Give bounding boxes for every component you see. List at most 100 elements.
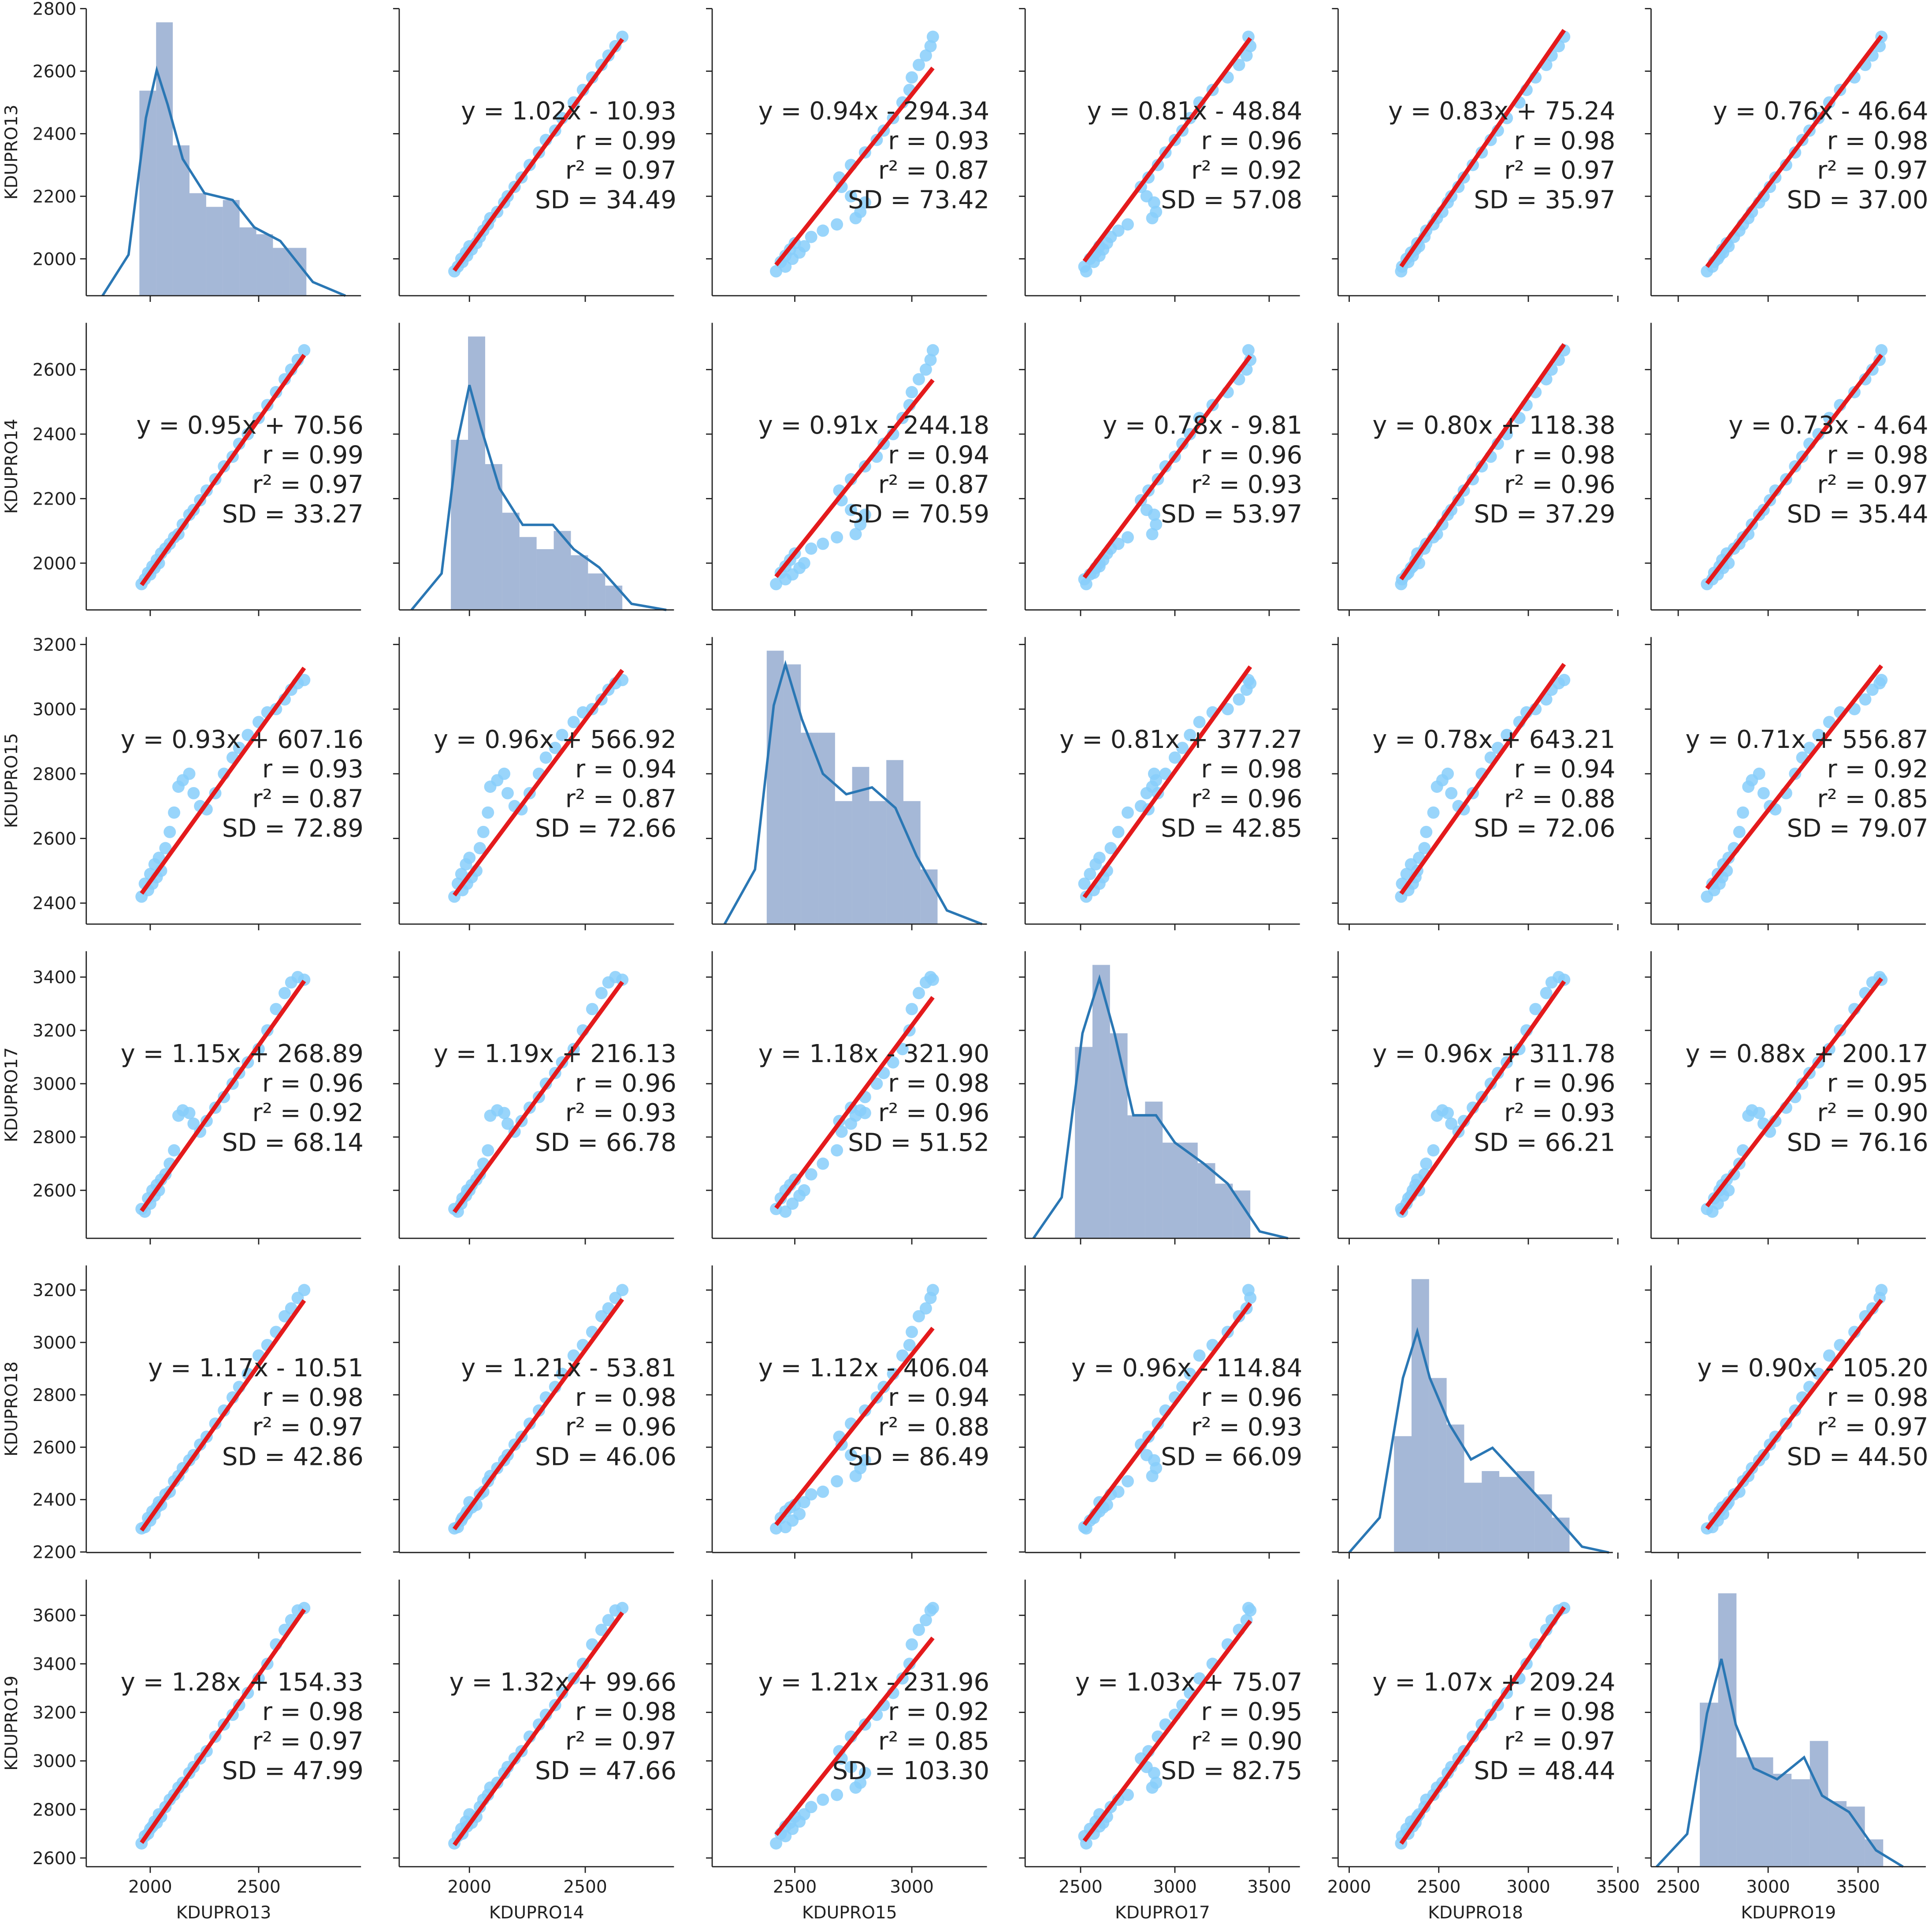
scatter-point [1150, 518, 1163, 531]
hist-bar [1215, 1183, 1233, 1238]
scatter-point [831, 1475, 843, 1488]
scatter-point [906, 71, 918, 84]
fit-annotation: y = 1.12x - 406.04 [758, 1354, 989, 1382]
regression-line [1399, 980, 1566, 1216]
hist-bar [903, 801, 921, 924]
scatter-point [163, 825, 176, 838]
scatter-point [539, 751, 552, 764]
scatter-point [844, 1117, 857, 1130]
fit-annotation: SD = 42.85 [1161, 814, 1302, 843]
scatter-point [1084, 868, 1096, 881]
fit-annotation: r² = 0.97 [1817, 1413, 1928, 1442]
y-tick-label: 2200 [33, 1543, 77, 1563]
scatter-point [298, 1284, 311, 1297]
hist-bar [139, 90, 156, 296]
fit-annotation: SD = 66.78 [535, 1128, 676, 1157]
fit-annotation: SD = 37.29 [1474, 500, 1615, 528]
kde-line [101, 65, 346, 297]
fit-annotation: r = 0.92 [1827, 755, 1928, 784]
fit-annotation: r² = 0.97 [253, 470, 364, 499]
fit-annotation: r = 0.95 [1827, 1069, 1928, 1098]
scatter-point [1540, 987, 1553, 1000]
scatter-point [1093, 851, 1106, 864]
fit-annotation: r² = 0.97 [565, 1727, 676, 1756]
scatter-point [1875, 344, 1888, 357]
scatter-point [926, 1284, 939, 1297]
scatter-point [817, 1157, 829, 1170]
hist-bar [1145, 1101, 1163, 1238]
scatter-point [1722, 1184, 1735, 1197]
fit-annotation: y = 0.93x + 607.16 [121, 725, 364, 754]
scatter-point [498, 767, 511, 780]
scatter-point [849, 528, 862, 540]
regression-line [1082, 354, 1252, 579]
regression-line [774, 379, 935, 578]
fit-annotation: r² = 0.87 [878, 470, 989, 499]
fit-annotation: r² = 0.90 [1191, 1727, 1302, 1756]
scatter-point [1104, 842, 1117, 855]
fit-annotation: r = 0.96 [1201, 441, 1302, 469]
fit-annotation: SD = 66.21 [1474, 1128, 1615, 1157]
x-tick-label: 3000 [1506, 1877, 1550, 1897]
hist-bar [156, 22, 173, 296]
scatter-point [831, 1788, 843, 1801]
y-tick-label: 2400 [33, 124, 77, 144]
scatter-point [1242, 1284, 1255, 1297]
scatter-point [1823, 1349, 1835, 1362]
fit-annotation: r² = 0.96 [565, 1413, 676, 1442]
fit-annotation: r = 0.98 [1514, 1698, 1616, 1726]
fit-annotation: r = 0.99 [262, 441, 364, 469]
y-tick-label: 2800 [33, 1386, 77, 1405]
hist-bar [1482, 1471, 1500, 1553]
scatter-point [1757, 787, 1770, 799]
fit-annotation: y = 0.96x - 114.84 [1071, 1354, 1302, 1382]
kde-line [1032, 974, 1289, 1240]
x-tick-label: 2500 [237, 1877, 281, 1897]
scatter-point [793, 1508, 806, 1520]
fit-annotation: y = 0.83x + 75.24 [1388, 97, 1615, 126]
regression-line [140, 980, 306, 1212]
x-tick-label: 3500 [1247, 1877, 1291, 1897]
fit-annotation: r = 0.98 [575, 1383, 676, 1412]
hist-bar [1180, 1142, 1198, 1238]
scatter-point [844, 1449, 857, 1461]
fit-annotation: SD = 72.89 [222, 814, 364, 843]
hist-bar [223, 200, 240, 296]
fit-annotation: r² = 0.93 [1191, 1413, 1302, 1442]
scatter-point [477, 825, 490, 838]
fit-annotation: y = 0.90x - 105.20 [1697, 1354, 1928, 1382]
x-tick-label: 2500 [773, 1877, 817, 1897]
hist-bar [1394, 1436, 1412, 1553]
scatter-point [858, 509, 871, 521]
regression-line [1399, 343, 1566, 580]
hist-bar [835, 801, 852, 924]
fit-annotation: y = 1.02x - 10.93 [461, 97, 676, 126]
x-tick-label: 3000 [1153, 1877, 1197, 1897]
fit-annotation: r = 0.94 [888, 1383, 989, 1412]
scatter-point [1753, 1107, 1765, 1119]
fit-annotation: r² = 0.97 [253, 1727, 364, 1756]
scatter-point [187, 787, 200, 799]
hist-bar [273, 248, 290, 296]
y-tick-label: 2600 [33, 62, 77, 82]
fit-annotation: r² = 0.85 [878, 1727, 989, 1756]
fit-annotation: SD = 35.97 [1474, 186, 1615, 215]
fit-annotation: SD = 34.49 [535, 186, 676, 215]
hist-bar [571, 555, 588, 610]
scatter-point [805, 1168, 817, 1181]
regression-line [1705, 664, 1884, 890]
fit-annotation: y = 1.07x + 209.24 [1372, 1668, 1615, 1697]
x-tick-label: 2000 [1327, 1877, 1371, 1897]
x-axis-label: KDUPRO18 [1428, 1903, 1523, 1923]
y-tick-label: 3000 [33, 700, 77, 720]
scatter-point [844, 1761, 857, 1773]
regression-line [774, 996, 935, 1210]
scatter-point [1146, 528, 1159, 540]
fit-annotation: r² = 0.96 [878, 1099, 989, 1127]
fit-annotation: r² = 0.97 [1817, 156, 1928, 185]
scatter-point [903, 1339, 916, 1352]
scatter-point [831, 218, 843, 231]
y-tick-label: 2600 [33, 1849, 77, 1869]
hist-bar [451, 439, 468, 610]
scatter-point [501, 1117, 514, 1130]
